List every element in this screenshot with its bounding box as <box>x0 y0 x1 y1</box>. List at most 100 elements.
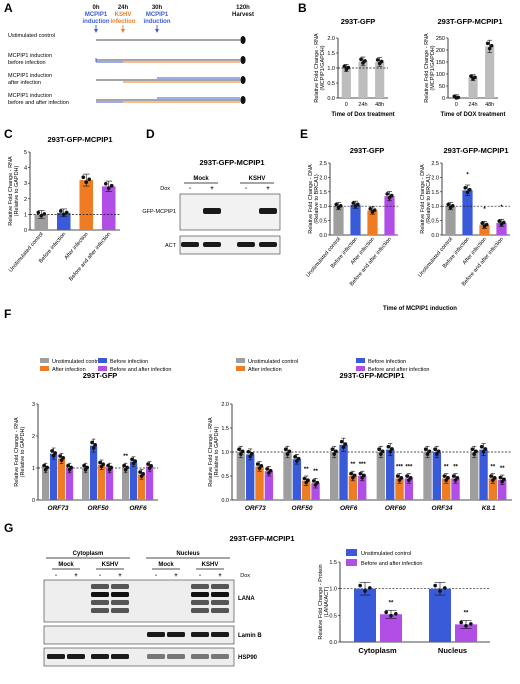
harvest-marker <box>240 36 246 44</box>
y-tick-label: 0 <box>24 228 27 234</box>
blot-membrane <box>179 235 281 255</box>
bar <box>451 478 460 500</box>
bar <box>264 471 274 500</box>
replicate-dot <box>455 476 460 480</box>
timepoint-time: 120h <box>236 5 250 11</box>
x-tick-label: K8.1 <box>482 505 496 512</box>
significance-mark: ** <box>123 454 128 460</box>
y-tick-label: 4 <box>24 166 27 172</box>
replicate-dot <box>141 472 145 476</box>
significance-mark: *** <box>405 464 413 470</box>
chart-title: 293T-GFP <box>350 146 385 155</box>
timepoint-label-2: induction <box>144 19 171 25</box>
bar <box>130 461 138 500</box>
timepoint-label-2: induction <box>83 19 110 25</box>
y-axis-label-2: (LANA/ACT) <box>324 587 330 618</box>
bar <box>350 204 361 235</box>
y-axis-label: Relative Fold Change - RNA <box>314 33 320 103</box>
y-tick-label: 0.0 <box>221 498 229 504</box>
blot-subgroup: Mock <box>158 562 174 568</box>
replicate-dot <box>389 613 393 618</box>
replicate-dot <box>394 611 398 616</box>
replicate-dot <box>250 451 254 456</box>
replicate-dot <box>106 463 110 468</box>
legend-label: Unstimulated control <box>248 359 298 365</box>
replicate-dot <box>101 462 105 467</box>
replicate-dot <box>405 474 409 478</box>
replicate-dot <box>379 59 384 64</box>
chart-title: 293T-GFP <box>341 17 376 26</box>
band <box>47 654 65 659</box>
panel-label-b: B <box>298 1 307 15</box>
replicate-dot <box>386 444 391 449</box>
bar <box>333 206 344 235</box>
replicate-dot <box>368 586 372 590</box>
dox-label: Dox <box>240 573 250 579</box>
bar <box>146 466 154 500</box>
replicate-dot <box>122 463 126 468</box>
arrow-head <box>155 29 159 33</box>
replicate-dot <box>338 203 343 208</box>
y-axis-label: Relative Fold Change - DNA <box>308 164 314 234</box>
y-axis-label: Relative Fold Change - RNA <box>424 33 430 103</box>
replicate-dot <box>368 206 373 211</box>
replicate-dot <box>363 59 367 63</box>
bar <box>384 196 395 235</box>
bar <box>479 224 490 235</box>
replicate-dot <box>346 65 351 70</box>
bar <box>386 449 395 500</box>
bar <box>82 468 90 500</box>
bar <box>255 466 264 500</box>
replicate-dot <box>85 465 89 470</box>
y-tick-label: 100 <box>436 72 445 78</box>
timeline-row-label-2: before infection <box>8 60 46 66</box>
bar <box>468 77 478 98</box>
replicate-dot <box>463 185 468 190</box>
x-axis-label: Time of DOX treatment <box>441 112 506 118</box>
legend-label: After infection <box>248 367 282 373</box>
significance-mark: ** <box>444 464 449 470</box>
band <box>211 600 229 605</box>
replicate-dot <box>64 210 69 215</box>
significance-mark: * <box>483 207 486 213</box>
y-tick-label: 250 <box>436 36 445 42</box>
bar <box>79 180 93 230</box>
replicate-dot <box>483 447 488 451</box>
y-tick-label: 1.5 <box>431 190 439 196</box>
legend-swatch <box>98 358 107 363</box>
y-axis-label-2: (Relative to GAPDH) <box>214 426 220 477</box>
replicate-dot <box>427 449 432 454</box>
timeline-row-label: MCPIP1 induction <box>8 53 52 59</box>
replicate-dot <box>487 46 492 51</box>
band <box>211 592 229 597</box>
y-tick-label: 0.0 <box>329 640 337 646</box>
replicate-dot <box>358 583 362 588</box>
replicate-dot <box>438 589 442 593</box>
replicate-dot <box>425 452 430 456</box>
significance-mark: ** <box>453 464 458 470</box>
y-tick-label: 0.5 <box>431 219 439 225</box>
y-axis-label-2: (MCPIP1/GAPDH) <box>430 45 436 90</box>
replicate-dot <box>58 209 63 213</box>
replicate-dot <box>66 463 70 468</box>
bar <box>462 190 473 235</box>
band <box>181 242 199 247</box>
panel-label-f: F <box>4 307 11 321</box>
band <box>167 654 185 659</box>
bar <box>66 468 74 500</box>
y-tick-label: 2.0 <box>221 402 229 408</box>
replicate-dot <box>341 445 346 449</box>
x-tick-label: 48h <box>485 102 494 108</box>
replicate-dot <box>58 454 62 458</box>
replicate-dot <box>423 447 428 452</box>
bar <box>354 588 376 642</box>
bar <box>479 449 488 500</box>
replicate-dot <box>61 456 65 460</box>
blot-row-label: GFP-MCPIP1 <box>142 209 176 215</box>
x-tick-label: 0 <box>455 102 458 108</box>
y-tick-label: 0 <box>32 498 35 504</box>
replicate-dot <box>363 589 367 593</box>
panel-label-g: G <box>4 521 13 535</box>
replicate-dot <box>311 479 316 483</box>
replicate-dot <box>265 467 269 471</box>
